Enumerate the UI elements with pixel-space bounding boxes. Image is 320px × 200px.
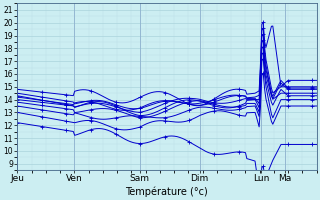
X-axis label: Température (°c): Température (°c): [125, 186, 208, 197]
